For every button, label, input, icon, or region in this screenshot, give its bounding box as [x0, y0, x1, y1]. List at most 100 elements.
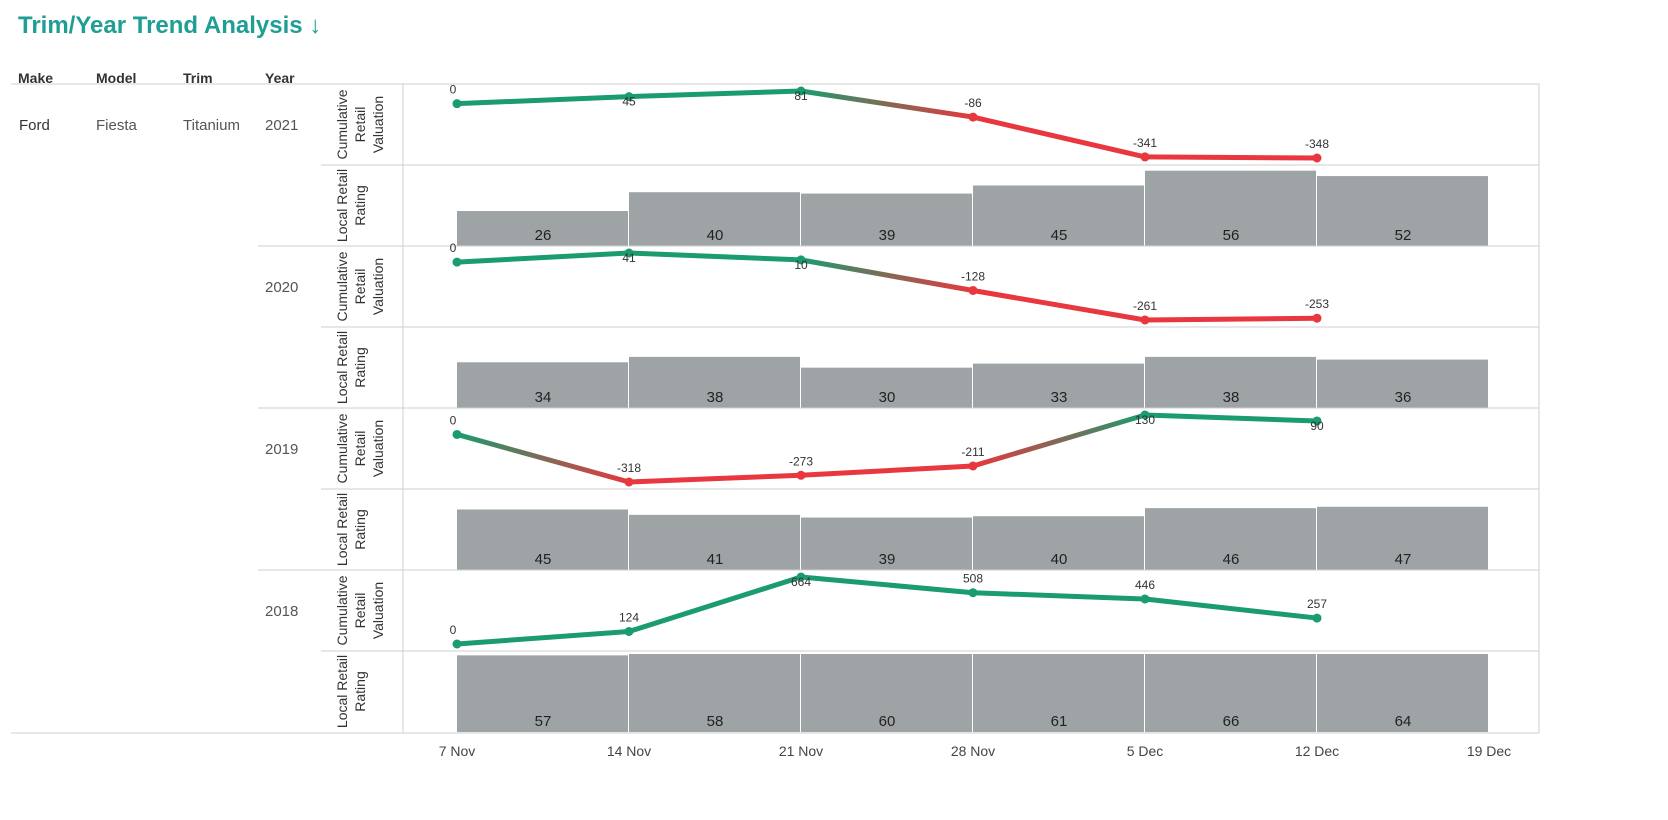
rating-bar [801, 517, 972, 570]
valuation-point [1312, 313, 1322, 323]
rating-bar-label: 36 [1395, 389, 1412, 406]
rating-bar-label: 61 [1051, 713, 1068, 730]
rating-bar-label: 47 [1395, 551, 1412, 568]
valuation-label: 130 [1135, 413, 1155, 427]
rating-bar [801, 367, 972, 408]
year-label: 2020 [265, 279, 299, 296]
valuation-line-segment [626, 472, 804, 485]
valuation-line-segment [626, 574, 804, 634]
year-label: 2018 [265, 603, 299, 620]
valuation-line-segment [454, 431, 632, 485]
bar-measure-title: Rating [352, 671, 368, 711]
line-measure-title: Cumulative [334, 413, 350, 483]
year-label: 2021 [265, 117, 299, 134]
valuation-line-segment [1142, 315, 1320, 323]
valuation-point [796, 86, 806, 96]
rating-bar [629, 356, 800, 408]
valuation-label: 0 [450, 83, 457, 97]
rating-bar [801, 654, 972, 732]
rating-bar [1145, 654, 1316, 732]
line-measure-title: Retail [352, 269, 368, 305]
rating-bar [1317, 176, 1488, 246]
valuation-point [1312, 416, 1322, 426]
rating-bar-label: 45 [1051, 227, 1068, 244]
valuation-line-segment [970, 287, 1148, 323]
rating-bar [1317, 359, 1488, 408]
arrow-down-icon[interactable]: ↓ [309, 12, 322, 39]
valuation-point [624, 477, 634, 487]
x-tick-label: 21 Nov [779, 743, 823, 759]
rating-bar-label: 33 [1051, 389, 1068, 406]
bar-measure-title: Rating [352, 347, 368, 387]
rating-bar-label: 26 [535, 227, 552, 244]
rating-bar [457, 211, 628, 246]
header-trim: Trim [183, 70, 213, 86]
line-measure-title: Retail [352, 107, 368, 143]
year-label: 2019 [265, 441, 299, 458]
valuation-point [796, 470, 806, 480]
rating-bar-label: 60 [879, 713, 896, 730]
valuation-label: -86 [964, 96, 982, 110]
rating-bar-label: 30 [879, 389, 896, 406]
x-tick-label: 5 Dec [1127, 743, 1164, 759]
valuation-line-segment [970, 114, 1148, 160]
rating-bar-label: 46 [1223, 551, 1240, 568]
rating-bar [457, 509, 628, 570]
valuation-line-segment [798, 574, 976, 596]
valuation-label: -128 [961, 269, 985, 283]
line-measure-title: Cumulative [334, 575, 350, 645]
rating-bar-label: 39 [879, 227, 896, 244]
line-measure-title: Retail [352, 593, 368, 629]
rating-bar [629, 192, 800, 246]
line-measure-title: Valuation [370, 96, 386, 153]
rating-bar-label: 38 [707, 389, 724, 406]
rating-bar-label: 39 [879, 551, 896, 568]
x-tick-label: 19 Dec [1467, 743, 1511, 759]
valuation-point [968, 461, 978, 471]
rating-bar-label: 41 [707, 551, 724, 568]
header-year: Year [265, 70, 295, 86]
valuation-line-segment [1142, 154, 1320, 161]
valuation-line-segment [798, 257, 976, 293]
rating-bar [973, 654, 1144, 732]
valuation-line-segment [454, 250, 632, 265]
valuation-point [1140, 152, 1150, 162]
line-measure-title: Valuation [370, 420, 386, 477]
rating-bar-label: 40 [1051, 551, 1068, 568]
valuation-line-segment [970, 590, 1148, 602]
valuation-point [968, 285, 978, 295]
valuation-label: 81 [794, 89, 808, 103]
rating-bar-label: 40 [707, 227, 724, 244]
bar-measure-title: Local Retail [334, 331, 350, 404]
valuation-label: 124 [619, 610, 639, 624]
rating-bar [801, 193, 972, 246]
line-measure-title: Valuation [370, 582, 386, 639]
x-tick-label: 12 Dec [1295, 743, 1339, 759]
line-measure-title: Valuation [370, 258, 386, 315]
line-measure-title: Cumulative [334, 251, 350, 321]
valuation-line-segment [798, 88, 976, 120]
valuation-point [452, 99, 462, 109]
rating-bar-label: 38 [1223, 389, 1240, 406]
valuation-label: 0 [450, 623, 457, 637]
valuation-label: 257 [1307, 597, 1327, 611]
valuation-line-segment [1142, 596, 1320, 621]
valuation-point [1312, 153, 1322, 163]
rating-bar [973, 185, 1144, 246]
valuation-point [1140, 315, 1150, 325]
rating-bar [629, 514, 800, 570]
valuation-line-segment [970, 412, 1148, 469]
valuation-point [624, 248, 634, 258]
rating-bar [973, 516, 1144, 570]
valuation-point [796, 572, 806, 582]
rating-bar [1145, 508, 1316, 570]
make-cell: Ford [19, 117, 50, 134]
rating-bar-label: 58 [707, 713, 724, 730]
valuation-label: -211 [961, 445, 984, 459]
valuation-point [452, 257, 462, 267]
rating-bar-label: 52 [1395, 227, 1412, 244]
valuation-label: 446 [1135, 578, 1155, 592]
rating-bar [1145, 356, 1316, 408]
rating-bar [1145, 170, 1316, 246]
valuation-line-segment [798, 463, 976, 478]
